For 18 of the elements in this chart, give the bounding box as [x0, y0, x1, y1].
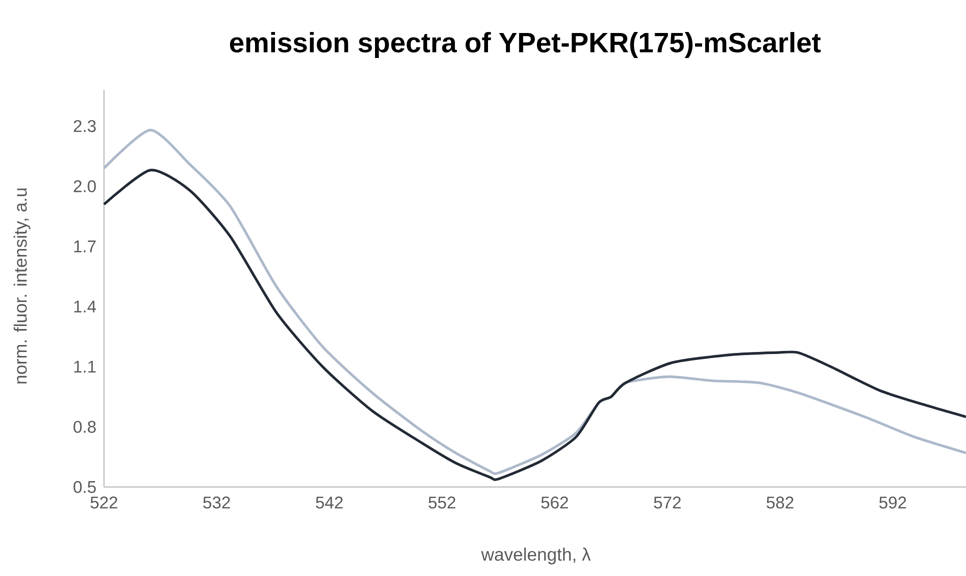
y-tick-label: 0.5: [74, 481, 96, 493]
x-tick-label: 542: [316, 496, 343, 509]
x-tick-label: 572: [654, 496, 681, 509]
y-tick-label: 2.0: [74, 180, 96, 192]
chart-title: emission spectra of YPet-PKR(175)-mScarlet: [230, 32, 821, 58]
x-tick-label: 532: [203, 496, 230, 509]
y-axis-title: norm. fluor. intensity, a.u: [14, 188, 30, 384]
y-tick-label: 1.1: [74, 360, 96, 373]
y-tick-label: 1.4: [74, 300, 96, 312]
x-tick-label: 562: [541, 496, 568, 509]
x-tick-label: 552: [428, 496, 456, 509]
x-axis-title: wavelength, λ: [481, 548, 591, 564]
x-tick-label: 522: [90, 496, 118, 509]
y-tick-label: 1.7: [74, 240, 96, 252]
x-tick-label: 592: [879, 496, 906, 509]
y-tick-label: 2.3: [74, 120, 96, 132]
x-tick-label: 582: [766, 496, 794, 509]
y-tick-label: 0.8: [74, 420, 96, 433]
